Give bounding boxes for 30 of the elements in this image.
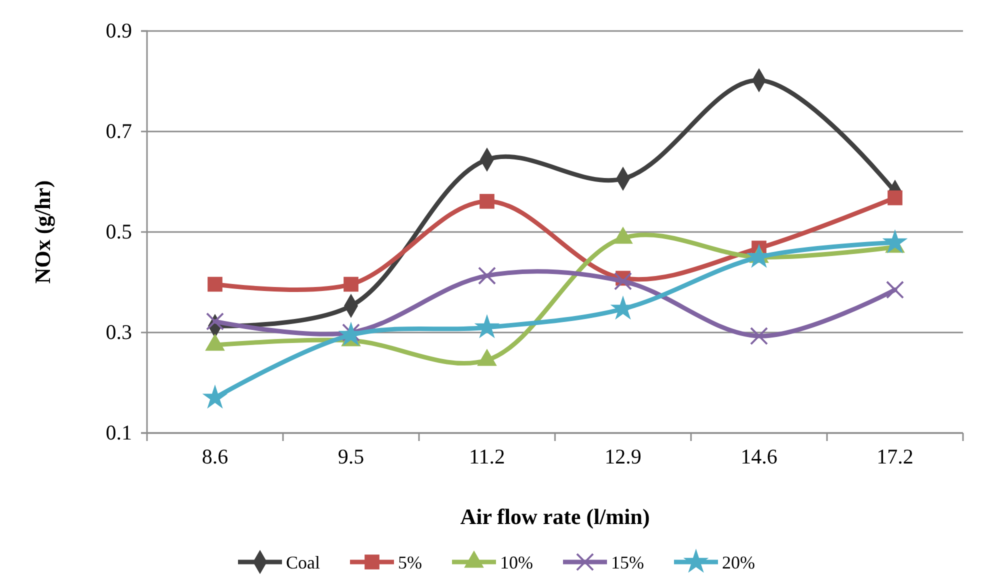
x-axis-title: Air flow rate (l/min)	[460, 504, 650, 529]
x-tick-label: 9.5	[338, 444, 364, 468]
y-tick-label: 0.7	[106, 119, 132, 144]
point	[206, 312, 224, 330]
legend-label: 20%	[722, 552, 755, 572]
y-tick-label: 0.1	[106, 420, 132, 445]
legend-label: 5%	[398, 552, 422, 572]
x-tick-label: 8.6	[202, 444, 228, 468]
y-tick-label: 0.3	[106, 320, 132, 344]
y-axis-title: NOx (g/hr)	[30, 180, 55, 284]
point	[882, 229, 908, 254]
legend-label: Coal	[286, 552, 320, 572]
point	[202, 384, 228, 409]
y-tick-label: 0.5	[106, 220, 132, 244]
x-tick-label: 17.2	[876, 444, 914, 468]
point	[208, 276, 222, 292]
point	[344, 276, 358, 292]
x-tick-label: 11.2	[469, 444, 505, 468]
point	[614, 272, 632, 290]
x-tick-label: 14.6	[740, 444, 778, 468]
point	[888, 190, 902, 206]
point	[480, 194, 494, 209]
y-tick-label: 0.9	[106, 18, 132, 43]
point	[474, 314, 500, 338]
legend-label: 15%	[611, 552, 644, 572]
legend-label: 10%	[500, 552, 533, 572]
point	[886, 280, 904, 299]
point	[750, 326, 768, 346]
point	[478, 266, 496, 285]
x-tick-label: 12.9	[604, 444, 642, 468]
